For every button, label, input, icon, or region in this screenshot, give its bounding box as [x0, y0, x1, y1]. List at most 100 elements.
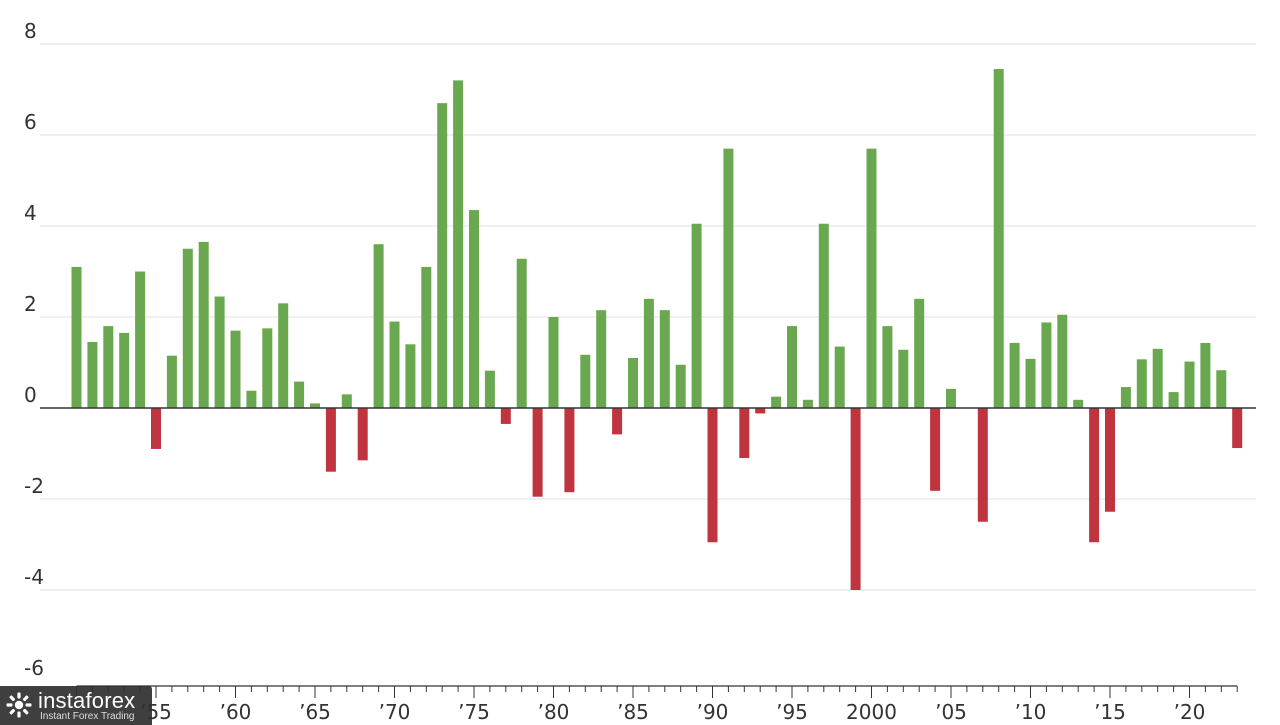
- x-tick-label: ’65: [299, 700, 331, 724]
- bar-2014: [1089, 408, 1100, 543]
- bar-2017: [1136, 359, 1147, 408]
- bar-2003: [914, 298, 925, 408]
- y-axis-tick-labels: 8 6 4 2 0 -2 -4 -6: [24, 19, 44, 680]
- bar-1970: [389, 321, 400, 408]
- bar-2015: [1105, 408, 1115, 512]
- bar-1999: [850, 408, 861, 590]
- bar-1972: [421, 266, 432, 408]
- y-tick-label: 2: [24, 292, 37, 316]
- bar-2022: [1216, 370, 1227, 408]
- bar-1953: [119, 332, 130, 408]
- x-axis: ’55’60’65’70’75’80’85’90’95 2000’05’10’15…: [76, 685, 1238, 724]
- x-tick-label: ’05: [935, 700, 967, 724]
- watermark-brand-name: instaforex: [38, 688, 136, 713]
- bar-2001: [882, 326, 893, 408]
- bar-2021: [1200, 342, 1211, 408]
- bar-1996: [802, 399, 813, 408]
- bar-1981: [564, 408, 575, 493]
- bar-1977: [500, 408, 511, 424]
- x-tick-label: ’75: [458, 700, 490, 724]
- x-tick-label: ’15: [1094, 700, 1126, 724]
- bar-1966: [325, 408, 336, 472]
- bar-1976: [484, 370, 495, 408]
- bar-1967: [341, 394, 352, 408]
- bar-2010: [1025, 358, 1036, 408]
- bar-2007: [977, 408, 988, 522]
- bar-1958: [198, 241, 209, 408]
- bar-1965: [310, 403, 320, 408]
- bar-1994: [771, 396, 782, 408]
- bar-1951: [87, 342, 98, 408]
- bar-2012: [1057, 314, 1068, 408]
- x-tick-label: ’85: [617, 700, 649, 724]
- bar-1993: [755, 408, 766, 414]
- bar-1960: [230, 330, 241, 408]
- bar-1975: [469, 210, 479, 408]
- y-tick-label: 6: [24, 110, 37, 134]
- y-tick-label: 8: [24, 19, 37, 43]
- watermark-tagline: Instant Forex Trading: [40, 711, 135, 722]
- x-tick-label: 2000: [846, 700, 897, 724]
- bar-2023: [1232, 408, 1243, 449]
- y-tick-label: -4: [24, 565, 44, 589]
- bar-1950: [71, 266, 82, 408]
- bar-1971: [405, 344, 416, 408]
- bars: [71, 69, 1243, 590]
- x-tick-label: ’70: [379, 700, 411, 724]
- bar-1997: [818, 223, 829, 408]
- bar-2000: [866, 148, 877, 408]
- bar-2018: [1152, 348, 1163, 408]
- bar-1984: [612, 408, 623, 435]
- bar-1962: [262, 328, 273, 408]
- bar-1982: [580, 354, 591, 408]
- bar-1990: [707, 408, 718, 543]
- bar-1973: [437, 103, 448, 409]
- bar-1983: [596, 310, 607, 408]
- gridlines: [40, 43, 1256, 591]
- bar-1968: [357, 408, 368, 461]
- y-tick-label: -2: [24, 474, 44, 498]
- x-tick-label: ’95: [776, 700, 808, 724]
- bar-2004: [930, 408, 941, 491]
- bar-2009: [1009, 342, 1020, 408]
- bar-1995: [787, 326, 797, 408]
- bar-1986: [643, 298, 654, 408]
- bar-1961: [246, 390, 257, 408]
- bar-2011: [1041, 322, 1052, 408]
- bar-2016: [1120, 387, 1131, 408]
- bar-2019: [1168, 392, 1179, 408]
- bar-1991: [723, 148, 734, 408]
- bar-1959: [214, 296, 225, 408]
- bar-1988: [675, 364, 686, 408]
- bar-1964: [294, 381, 305, 408]
- y-tick-label: -6: [24, 656, 44, 680]
- x-tick-label: ’80: [538, 700, 570, 724]
- bar-1955: [151, 408, 161, 449]
- bar-1978: [516, 258, 527, 408]
- bar-1956: [166, 355, 177, 408]
- bar-1980: [548, 317, 559, 408]
- bar-2008: [993, 69, 1004, 409]
- bar-1952: [103, 326, 114, 408]
- bar-1974: [453, 80, 464, 409]
- y-tick-label: 4: [24, 201, 37, 225]
- bar-2020: [1184, 361, 1195, 408]
- bar-1954: [135, 271, 146, 408]
- bar-1989: [691, 223, 702, 408]
- bar-1979: [532, 408, 543, 497]
- bar-1957: [182, 248, 193, 408]
- bar-1998: [834, 346, 845, 408]
- bar-1987: [659, 310, 670, 408]
- bar-2005: [946, 388, 956, 408]
- x-tick-label: ’10: [1015, 700, 1047, 724]
- instaforex-watermark: instaforex Instant Forex Trading: [0, 686, 152, 725]
- x-tick-label: ’20: [1174, 700, 1206, 724]
- y-tick-label: 0: [24, 383, 37, 407]
- x-tick-label: ’60: [220, 700, 252, 724]
- bar-1992: [739, 408, 750, 459]
- instaforex-logo-icon: [6, 692, 32, 718]
- x-tick-label: ’90: [697, 700, 729, 724]
- bar-1985: [628, 357, 638, 408]
- bar-2013: [1073, 399, 1084, 408]
